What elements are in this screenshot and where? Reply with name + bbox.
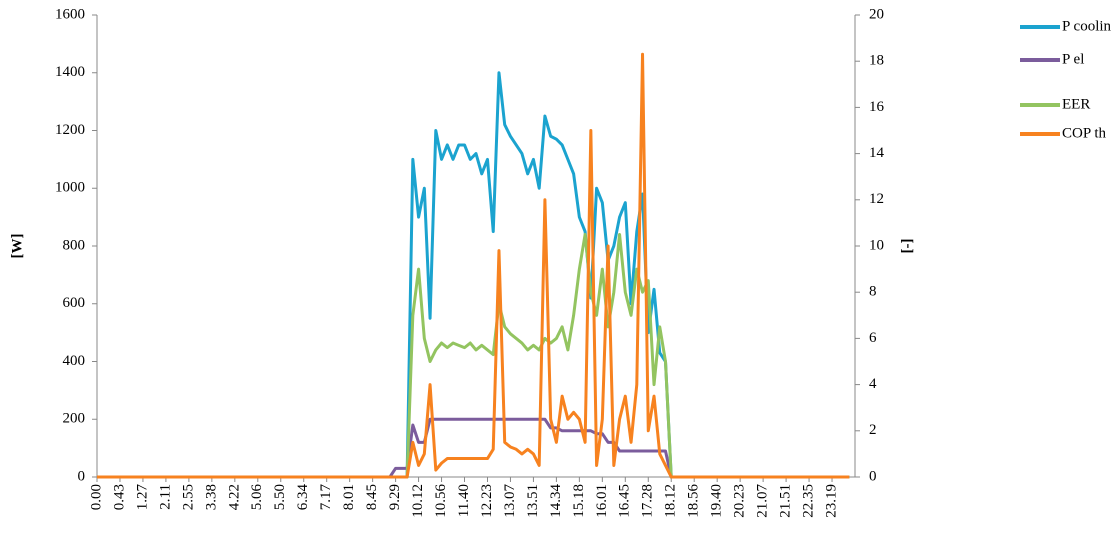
y2-tick-label: 14	[869, 145, 885, 161]
x-tick-label: 4.22	[226, 484, 242, 510]
y2-tick-label: 4	[869, 376, 877, 392]
x-tick-label: 18.56	[686, 484, 702, 518]
series-line	[97, 52, 850, 479]
x-tick-label: 11.40	[456, 484, 472, 517]
legend-label: COP th	[1062, 125, 1107, 141]
x-tick-label: 0.00	[88, 484, 104, 510]
x-tick-label: 13.07	[502, 484, 518, 518]
y2-tick-label: 20	[869, 6, 884, 22]
x-tick-label: 8.45	[364, 484, 380, 510]
y-axis-label: [W]	[9, 234, 25, 259]
x-tick-label: 8.01	[341, 484, 357, 510]
x-tick-label: 6.34	[295, 484, 311, 511]
x-tick-label: 10.12	[410, 484, 426, 518]
x-tick-label: 10.56	[433, 484, 449, 518]
x-tick-label: 12.23	[479, 484, 495, 518]
y2-tick-label: 18	[869, 53, 884, 69]
x-tick-label: 7.17	[318, 484, 334, 511]
y2-tick-label: 10	[869, 237, 884, 253]
y-tick-label: 0	[78, 468, 86, 484]
x-tick-label: 0.43	[111, 484, 127, 510]
legend-label: EER	[1062, 96, 1090, 112]
x-tick-label: 16.01	[594, 484, 610, 518]
x-tick-label: 18.12	[663, 484, 679, 518]
x-tick-label: 20.23	[732, 484, 748, 518]
y2-tick-label: 0	[869, 468, 877, 484]
y-tick-label: 800	[63, 237, 86, 253]
y2-tick-label: 12	[869, 191, 884, 207]
legend-label: P cooling total	[1062, 18, 1111, 34]
x-tick-label: 21.07	[755, 484, 771, 518]
y-tick-label: 1000	[55, 180, 85, 196]
y-tick-label: 400	[63, 353, 86, 369]
x-tick-label: 21.51	[778, 484, 794, 518]
x-tick-label: 22.35	[800, 484, 816, 518]
y-tick-label: 1400	[55, 64, 85, 80]
x-tick-label: 3.38	[203, 484, 219, 510]
y2-tick-label: 6	[869, 330, 877, 346]
x-tick-label: 5.50	[272, 484, 288, 510]
x-tick-label: 23.19	[823, 484, 839, 518]
x-tick-label: 9.29	[387, 484, 403, 510]
y2-tick-label: 8	[869, 284, 877, 300]
y2-tick-label: 16	[869, 99, 885, 115]
x-tick-label: 2.55	[180, 484, 196, 510]
x-tick-label: 16.45	[617, 484, 633, 518]
y-tick-label: 1200	[55, 122, 85, 138]
y-tick-label: 600	[63, 295, 86, 311]
x-tick-label: 1.27	[134, 484, 150, 511]
x-tick-label: 17.28	[640, 484, 656, 518]
series-line	[97, 417, 850, 479]
x-tick-label: 19.40	[709, 484, 725, 518]
series-line	[97, 232, 850, 479]
y2-tick-label: 2	[869, 422, 877, 438]
x-tick-label: 5.06	[249, 484, 265, 511]
x-tick-label: 14.34	[548, 484, 564, 518]
y-tick-label: 200	[63, 411, 86, 427]
y-tick-label: 1600	[55, 6, 85, 22]
x-tick-label: 2.11	[157, 484, 173, 510]
x-tick-label: 15.18	[571, 484, 587, 518]
series-line	[97, 71, 850, 479]
x-tick-label: 13.51	[525, 484, 541, 518]
legend-label: P el	[1062, 51, 1084, 67]
y2-axis-label: [-]	[899, 239, 915, 254]
